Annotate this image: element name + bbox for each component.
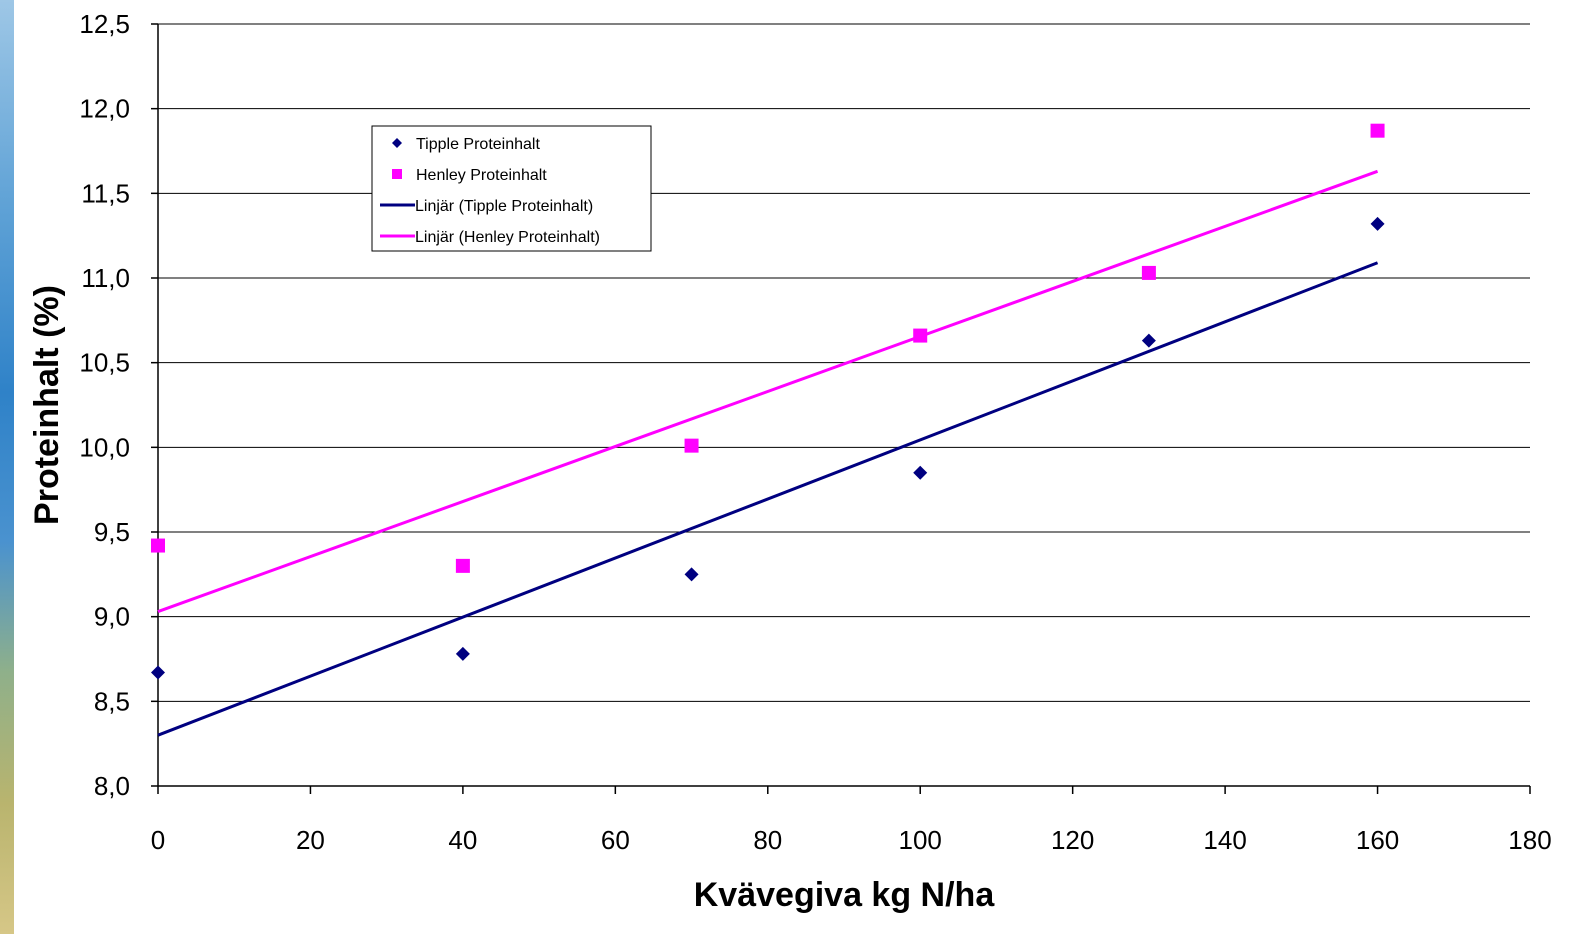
henley-point xyxy=(913,328,928,343)
x-tick-label: 80 xyxy=(753,825,782,855)
tipple-point xyxy=(684,567,699,582)
legend-marker-swatch xyxy=(392,169,402,179)
y-axis-title: Proteinhalt (%) xyxy=(28,285,66,525)
trendline xyxy=(157,169,1379,613)
y-tick-label: 9,5 xyxy=(94,517,130,547)
y-tick-label: 12,0 xyxy=(79,94,130,124)
tipple-point xyxy=(151,665,165,680)
legend-box xyxy=(371,125,652,252)
henley-point xyxy=(151,538,165,553)
tipple-point xyxy=(455,646,470,661)
legend-marker-swatch xyxy=(392,138,402,148)
henley-point xyxy=(684,438,699,453)
x-tick-label: 160 xyxy=(1356,825,1399,855)
tipple-point xyxy=(913,465,928,480)
y-tick-label: 12,5 xyxy=(79,9,130,39)
y-tick-label: 10,0 xyxy=(79,432,130,462)
x-tick-label: 180 xyxy=(1508,825,1551,855)
trendline xyxy=(157,261,1379,737)
x-tick-label: 0 xyxy=(151,825,165,855)
legend-label: Linjär (Tipple Proteinhalt) xyxy=(415,198,593,215)
y-tick-label: 8,5 xyxy=(94,686,130,716)
x-tick-label: 20 xyxy=(296,825,325,855)
tipple-point xyxy=(1370,216,1385,231)
henley-point xyxy=(1370,123,1385,138)
x-axis-ticks: 0 20 40 60 80 100 120 140 160 180 xyxy=(151,786,1552,855)
y-tick-label: 11,5 xyxy=(81,178,130,208)
data-points xyxy=(151,123,1385,680)
background-decoration xyxy=(0,0,14,934)
trendlines xyxy=(157,169,1379,737)
x-tick-label: 40 xyxy=(448,825,477,855)
x-axis-title: Kvävegiva kg N/ha xyxy=(694,876,996,914)
x-tick-label: 120 xyxy=(1051,825,1094,855)
y-axis-ticks: 8,0 8,5 9,0 9,5 10,0 10,5 11,0 11,5 12,0 12,5 xyxy=(79,9,158,801)
axes xyxy=(157,24,1530,787)
henley-point xyxy=(1141,265,1156,280)
legend-label: Tipple Proteinhalt xyxy=(416,136,540,153)
y-tick-label: 11,0 xyxy=(81,263,130,293)
x-tick-label: 140 xyxy=(1203,825,1246,855)
legend-label: Linjär (Henley Proteinhalt) xyxy=(415,229,600,246)
x-tick-label: 60 xyxy=(601,825,630,855)
henley-point xyxy=(455,558,470,573)
y-tick-label: 8,0 xyxy=(94,771,130,801)
tipple-point xyxy=(1141,333,1156,348)
legend-label: Henley Proteinhalt xyxy=(416,167,547,184)
x-tick-label: 100 xyxy=(899,825,942,855)
y-tick-label: 10,5 xyxy=(79,348,130,378)
legend: Tipple Proteinhalt Henley Proteinhalt Linj… xyxy=(371,125,652,252)
y-tick-label: 9,0 xyxy=(94,602,130,632)
